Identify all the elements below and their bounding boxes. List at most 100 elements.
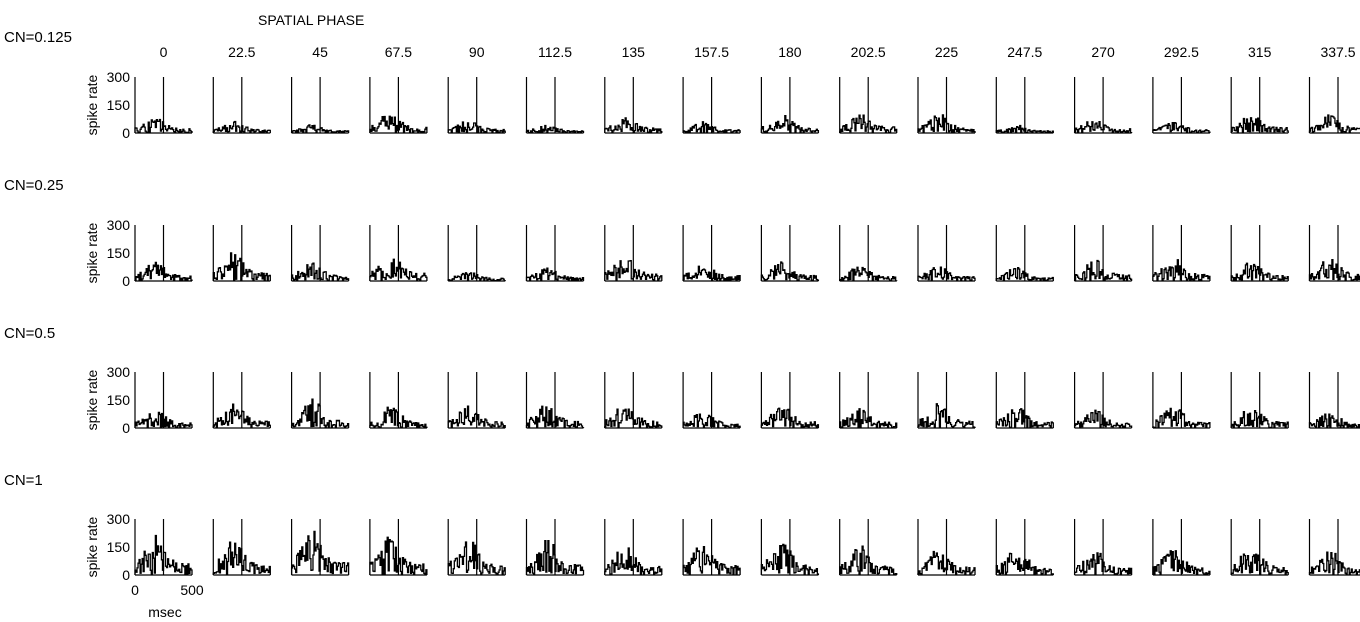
phase-label: 247.5: [1007, 44, 1042, 60]
psth-panel: [134, 225, 193, 282]
y-axis-title: spike rate: [84, 74, 100, 135]
psth-panel: [1073, 77, 1133, 134]
psth-trace: [1230, 262, 1289, 282]
psth-panel: [1308, 225, 1360, 282]
psth-trace: [839, 114, 898, 134]
condition-row: CN=0.25 300 150 0 spike rate: [4, 177, 1360, 289]
psth-panel: [917, 372, 976, 429]
psth-panel: [1152, 225, 1211, 282]
psth-trace: [525, 405, 585, 429]
y-axis-title: spike rate: [84, 516, 100, 577]
y-tick-label: 0: [122, 273, 130, 289]
psth-trace: [212, 403, 271, 429]
psth-panel: [369, 225, 428, 282]
psth-trace: [760, 543, 820, 576]
psth-panel: [604, 372, 663, 429]
condition-rows: CN=0.125 300 150 0 spike rate CN=0.25 300 150 0 s…: [4, 29, 1360, 598]
psth-panel: [1073, 225, 1133, 282]
psth-panel: [369, 519, 428, 576]
y-tick-label: 300: [107, 69, 131, 85]
psth-panel: [839, 372, 898, 429]
psth-panel: [134, 519, 193, 576]
psth-panel: [839, 519, 898, 576]
psth-panel: [134, 77, 193, 134]
psth-panel: [525, 225, 585, 282]
psth-trace: [917, 550, 976, 576]
phase-label: 270: [1091, 44, 1115, 60]
psth-panel: [917, 519, 976, 576]
y-axis-title: spike rate: [84, 222, 100, 283]
psth-panel: [682, 225, 741, 282]
psth-trace: [134, 534, 193, 576]
psth-panel: [682, 77, 741, 134]
psth-trace: [290, 262, 350, 282]
psth-panel: [212, 519, 271, 576]
psth-trace: [134, 411, 193, 429]
psth-trace: [1308, 551, 1360, 575]
psth-trace: [369, 536, 428, 576]
phase-label: 112.5: [538, 44, 572, 60]
psth-panel: [212, 225, 271, 282]
psth-trace: [604, 547, 663, 576]
phase-label: 315: [1248, 44, 1272, 60]
psth-trace: [290, 530, 350, 575]
psth-trace: [447, 121, 506, 134]
phase-label: 90: [469, 44, 485, 60]
y-tick-label: 150: [107, 392, 131, 408]
psth-trace: [760, 114, 820, 134]
y-tick-label: 150: [107, 97, 131, 113]
psth-panel: [1073, 372, 1133, 429]
psth-trace: [995, 124, 1054, 134]
psth-trace: [1073, 259, 1133, 282]
phase-label: 45: [312, 44, 328, 60]
psth-trace: [212, 120, 271, 134]
psth-panel: [604, 519, 663, 576]
phase-labels: 0 22.5 45 67.5 90 112.5 135 157.5 180 202.5 225 247…: [160, 44, 1356, 60]
psth-panel: [1230, 225, 1289, 282]
psth-panel: [525, 519, 585, 576]
condition-label: CN=0.25: [4, 177, 64, 194]
y-axis-title: spike rate: [84, 369, 100, 430]
phase-label: 202.5: [851, 44, 886, 60]
psth-trace: [917, 114, 976, 134]
psth-panel: [447, 372, 506, 429]
psth-trace: [1073, 409, 1133, 429]
phase-label: 337.5: [1320, 44, 1355, 60]
psth-panel: [682, 519, 741, 576]
condition-label: CN=1: [4, 472, 43, 489]
condition-label: CN=0.125: [4, 29, 72, 46]
psth-panel: [995, 372, 1054, 429]
psth-panel: [525, 372, 585, 429]
psth-trace: [682, 413, 741, 429]
x-axis-title: msec: [148, 604, 181, 620]
psth-panel: [290, 225, 350, 282]
psth-trace: [682, 545, 741, 576]
psth-trace: [212, 541, 271, 575]
psth-trace: [290, 124, 350, 134]
psth-trace: [369, 115, 428, 134]
psth-panel: [369, 77, 428, 134]
psth-trace: [917, 266, 976, 282]
psth-trace: [760, 407, 820, 429]
phase-label: 292.5: [1164, 44, 1199, 60]
phase-label: 180: [778, 44, 802, 60]
psth-trace: [1230, 553, 1289, 576]
psth-trace: [839, 266, 898, 282]
psth-panel: [447, 519, 506, 576]
psth-trace: [1152, 407, 1211, 429]
psth-trace: [369, 258, 428, 282]
psth-panel: [1230, 519, 1289, 576]
psth-trace: [369, 406, 428, 429]
condition-row: CN=1 300 150 0 spike rate: [4, 472, 1360, 583]
psth-panel: [1308, 519, 1360, 576]
psth-trace: [1073, 552, 1133, 576]
psth-panel: [1152, 372, 1211, 429]
psth-trace: [839, 408, 898, 429]
psth-trace: [682, 121, 741, 134]
condition-row: CN=0.5 300 150 0 spike rate: [4, 325, 1360, 436]
psth-panel: [212, 77, 271, 134]
psth-panel: [290, 372, 350, 429]
psth-trace: [1230, 117, 1289, 134]
x-tick-label: 0: [131, 582, 139, 598]
